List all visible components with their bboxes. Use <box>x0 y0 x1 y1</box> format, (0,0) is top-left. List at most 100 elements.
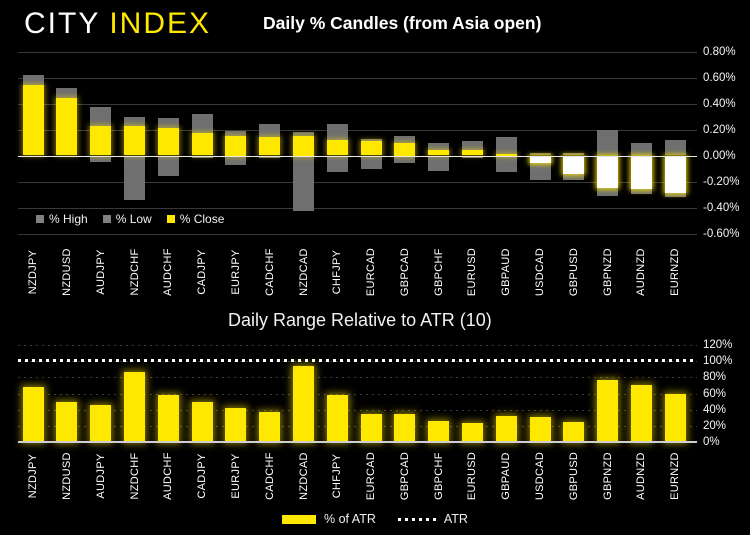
logo-city: CITY <box>24 7 101 40</box>
x-axis-label-NZDCAD: NZDCAD <box>297 248 310 296</box>
close-bar-USDCAD <box>529 155 551 164</box>
close-bar-GBPAUD <box>495 154 517 156</box>
x-axis-label-NZDCAD: NZDCAD <box>297 452 310 500</box>
x-axis-label-GBPUSD: GBPUSD <box>567 247 580 297</box>
legend-item-low: % Low <box>102 212 152 226</box>
legend-label-atr: ATR <box>443 512 468 526</box>
x-axis-label-EURUSD: EURUSD <box>466 247 479 297</box>
y-axis-tick-80%: 80% <box>703 371 727 384</box>
atr-bar-EURNZD <box>664 393 686 443</box>
x-axis-label-GBPAUD: GBPAUD <box>500 248 513 296</box>
y-axis-tick-0.00%: 0.00% <box>703 149 736 162</box>
x-axis-label-NZDUSD: NZDUSD <box>60 452 73 500</box>
x-axis-label-NZDJPY: NZDJPY <box>27 249 40 295</box>
low-bar-NZDCAD <box>293 155 315 212</box>
high-bar-EURUSD <box>461 141 483 151</box>
gridline-120% <box>18 344 697 346</box>
y-axis-tick-60%: 60% <box>703 387 727 400</box>
gridline-0.60% <box>18 77 697 79</box>
gridline-60% <box>18 393 697 395</box>
close-bar-NZDJPY <box>22 85 44 156</box>
atr-bar-GBPAUD <box>495 415 517 443</box>
high-bar-AUDCHF <box>157 117 179 129</box>
atr-bar-EURUSD <box>461 422 483 443</box>
x-axis-label-GBPCHF: GBPCHF <box>432 452 445 500</box>
close-bar-NZDUSD <box>56 98 78 156</box>
x-axis-label-CADCHF: CADCHF <box>263 452 276 500</box>
gridline--0.40% <box>18 207 697 209</box>
high-bar-GBPCHF <box>428 142 450 151</box>
x-axis-label-CHFJPY: CHFJPY <box>331 453 344 499</box>
x-axis-label-GBPNZD: GBPNZD <box>601 248 614 296</box>
gridline--0.60% <box>18 233 697 235</box>
x-axis-label-GBPCHF: GBPCHF <box>432 248 445 296</box>
low-swatch-icon <box>102 215 111 223</box>
y-axis-tick--0.60%: -0.60% <box>703 227 740 240</box>
gridline--0.20% <box>18 181 697 183</box>
x-axis-label-AUDJPY: AUDJPY <box>94 453 107 499</box>
atr-bar-GBPCAD <box>394 413 416 443</box>
high-bar-AUDJPY <box>90 107 112 126</box>
atr-bar-CADJPY <box>191 401 213 443</box>
high-bar-GBPAUD <box>495 137 517 155</box>
legend-item-close: % Close <box>166 212 225 226</box>
low-bar-AUDCHF <box>157 155 179 177</box>
atr-bar-NZDJPY <box>22 387 44 443</box>
high-bar-EURJPY <box>225 130 247 136</box>
x-axis-label-EURUSD: EURUSD <box>466 451 479 501</box>
atr-bar-GBPNZD <box>597 379 619 443</box>
atr-bar-AUDJPY <box>90 404 112 443</box>
x-axis-label-EURCAD: EURCAD <box>365 451 378 501</box>
close-bar-CADJPY <box>191 133 213 156</box>
atr-bar-EURCAD <box>360 413 382 443</box>
gridline-0.80% <box>18 51 697 53</box>
close-bar-CADCHF <box>259 137 281 156</box>
top-chart-legend: % High % Low % Close <box>36 212 224 226</box>
x-axis-label-NZDJPY: NZDJPY <box>27 453 40 499</box>
close-swatch-icon <box>166 215 175 223</box>
legend-label-low: % Low <box>115 212 152 226</box>
atr-bar-NZDCAD <box>293 365 315 443</box>
close-bar-AUDNZD <box>630 155 652 190</box>
x-axis-label-GBPCAD: GBPCAD <box>398 451 411 501</box>
atr-dotted-line-icon <box>397 517 436 521</box>
atr-bar-AUDNZD <box>630 385 652 443</box>
close-bar-GBPUSD <box>563 155 585 174</box>
x-axis-label-GBPCAD: GBPCAD <box>398 247 411 297</box>
high-bar-GBPUSD <box>563 152 585 156</box>
y-axis-tick--0.20%: -0.20% <box>703 175 740 188</box>
x-axis-label-AUDNZD: AUDNZD <box>635 452 648 500</box>
close-bar-GBPNZD <box>597 155 619 188</box>
high-bar-CADCHF <box>259 124 281 138</box>
atr-bar-EURJPY <box>225 408 247 443</box>
x-axis-label-AUDCHF: AUDCHF <box>162 248 175 296</box>
close-bar-EURJPY <box>225 136 247 156</box>
low-bar-EURJPY <box>225 155 247 165</box>
low-bar-AUDJPY <box>90 155 112 162</box>
y-axis-tick-0.40%: 0.40% <box>703 97 736 110</box>
logo-index: INDEX <box>109 7 212 40</box>
low-bar-EURCAD <box>360 155 382 169</box>
high-bar-NZDUSD <box>56 87 78 99</box>
close-bar-NZDCAD <box>293 136 315 156</box>
legend-label-close: % Close <box>179 212 225 226</box>
x-axis-label-GBPUSD: GBPUSD <box>567 451 580 501</box>
x-axis-label-CADJPY: CADJPY <box>196 453 209 499</box>
close-bar-AUDJPY <box>90 125 112 156</box>
high-swatch-icon <box>36 215 44 223</box>
y-axis-tick-20%: 20% <box>703 420 727 433</box>
y-axis-tick-0.60%: 0.60% <box>703 71 736 84</box>
gridline-40% <box>18 409 697 411</box>
high-bar-NZDJPY <box>22 74 44 86</box>
high-bar-CADJPY <box>191 113 213 134</box>
pct-of-atr-swatch-icon <box>282 514 317 524</box>
close-bar-EURNZD <box>664 155 686 194</box>
y-axis-tick-40%: 40% <box>703 403 727 416</box>
x-axis-label-AUDJPY: AUDJPY <box>94 249 107 295</box>
atr-bar-GBPUSD <box>563 422 585 443</box>
atr-bar-USDCAD <box>529 417 551 443</box>
x-axis-label-NZDCHF: NZDCHF <box>128 248 141 296</box>
low-bar-CADCHF <box>259 155 281 159</box>
